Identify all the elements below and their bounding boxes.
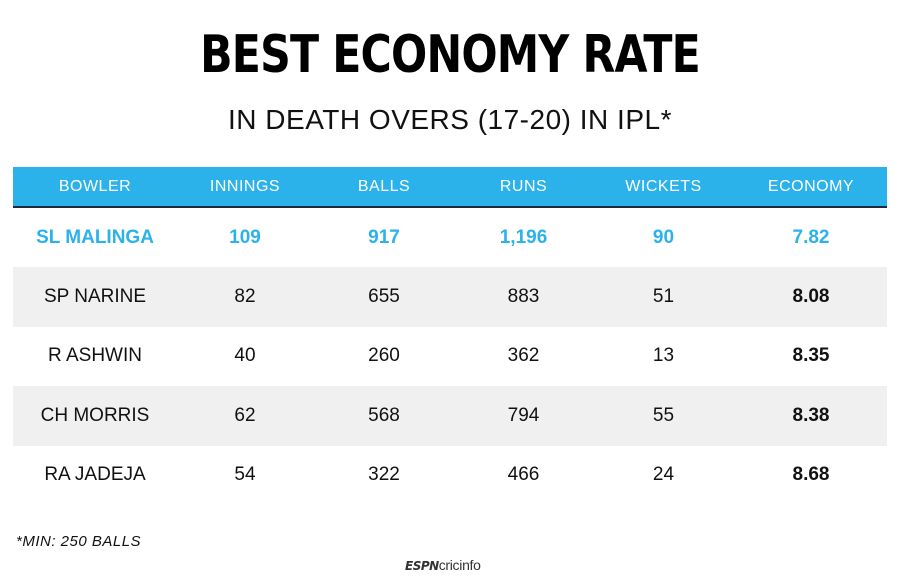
table-row: SL MALINGA 109 917 1,196 90 7.82	[13, 208, 887, 267]
espncricinfo-logo: ESPN cricinfo	[405, 557, 481, 575]
economy-cell: 7.82	[792, 226, 830, 248]
table-row: SP NARINE 82 655 883 51 8.08	[13, 267, 887, 327]
balls-cell: 322	[368, 464, 400, 486]
column-header-wickets: WICKETS	[625, 177, 702, 195]
wickets-cell: 24	[652, 464, 675, 486]
column-header-bowler: BOWLER	[58, 177, 132, 195]
innings-cell: 62	[234, 404, 256, 426]
column-header-economy: ECONOMY	[767, 177, 855, 195]
balls-cell: 260	[368, 345, 400, 367]
bowler-cell: SP NARINE	[43, 286, 147, 308]
bowler-cell: RA JADEJA	[44, 464, 146, 486]
wickets-cell: 55	[652, 404, 675, 426]
balls-cell: 917	[368, 226, 400, 248]
economy-cell: 8.35	[792, 345, 830, 367]
chart-subtitle: IN DEATH OVERS (17-20) IN IPL*	[228, 104, 672, 135]
runs-cell: 362	[507, 345, 540, 367]
runs-cell: 794	[507, 404, 540, 426]
wickets-cell: 13	[652, 345, 675, 367]
innings-cell: 82	[234, 286, 256, 308]
table-header-row: BOWLER INNINGS BALLS RUNS WICKETS ECONOM…	[13, 167, 887, 208]
column-header-innings: INNINGS	[209, 177, 281, 195]
bowler-cell: CH MORRIS	[40, 404, 150, 426]
runs-cell: 883	[507, 286, 540, 308]
column-header-runs: RUNS	[499, 177, 548, 195]
wickets-cell: 90	[652, 226, 675, 248]
wickets-cell: 51	[652, 286, 675, 308]
innings-cell: 109	[229, 226, 261, 248]
runs-cell: 466	[507, 464, 540, 486]
economy-cell: 8.08	[792, 286, 830, 308]
innings-cell: 54	[234, 464, 256, 486]
bowler-cell: R ASHWIN	[48, 345, 142, 367]
balls-cell: 655	[368, 286, 400, 308]
runs-cell: 1,196	[499, 226, 548, 248]
table-row: RA JADEJA 54 322 466 24 8.68	[13, 446, 887, 505]
logo-cricinfo-text: cricinfo	[438, 557, 481, 573]
table-row: R ASHWIN 40 260 362 13 8.35	[13, 327, 887, 386]
column-header-balls: BALLS	[357, 177, 411, 195]
balls-cell: 568	[368, 404, 400, 426]
table-row: CH MORRIS 62 568 794 55 8.38	[13, 386, 887, 446]
logo-espn-text: ESPN	[405, 559, 439, 573]
economy-cell: 8.38	[792, 404, 830, 426]
economy-cell: 8.68	[792, 464, 830, 486]
chart-title: BEST ECONOMY RATE	[200, 25, 701, 85]
footnote: *MIN: 250 BALLS	[16, 533, 142, 550]
innings-cell: 40	[234, 345, 256, 367]
economy-table: BOWLER INNINGS BALLS RUNS WICKETS ECONOM…	[13, 167, 887, 505]
bowler-cell: SL MALINGA	[36, 226, 154, 248]
